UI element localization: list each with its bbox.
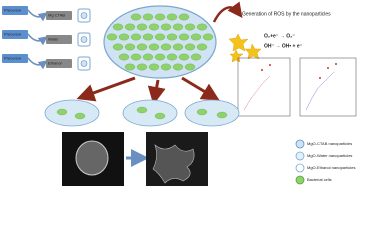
bacterial-cell bbox=[184, 63, 196, 71]
bacterial-cell bbox=[160, 43, 172, 51]
bacterial-cell bbox=[160, 63, 172, 71]
bacterial-cell bbox=[154, 53, 166, 61]
bacterial-cell bbox=[124, 63, 136, 71]
bacterial-cell bbox=[172, 63, 184, 71]
bacterial-cell bbox=[184, 23, 196, 31]
central-dish bbox=[103, 5, 217, 79]
bacterial-cell bbox=[184, 43, 196, 51]
bacterial-cell bbox=[130, 53, 142, 61]
small-dishes bbox=[44, 99, 240, 127]
bacterial-cell bbox=[166, 13, 178, 21]
bacterial-cell bbox=[136, 63, 148, 71]
bacterial-cell bbox=[112, 23, 124, 31]
precursor-label: Precursor bbox=[4, 8, 22, 13]
graphical-abstract: Precursor Mg CTAB Precursor Water Precursor E… bbox=[2, 1, 357, 186]
sem-cell bbox=[152, 144, 195, 184]
bacterial-cell bbox=[148, 63, 160, 71]
reaction: OH⁻ → OH• + e⁻ bbox=[264, 43, 303, 49]
solvent-box bbox=[46, 35, 72, 44]
legend-symbol bbox=[295, 175, 305, 185]
plots bbox=[237, 57, 357, 117]
bacterial-cell bbox=[124, 43, 136, 51]
bacterial-cell bbox=[202, 33, 214, 41]
bacterial-cell bbox=[112, 43, 124, 51]
legend-symbol bbox=[295, 151, 305, 161]
bacterial-cell bbox=[166, 33, 178, 41]
bacterial-cell bbox=[172, 23, 184, 31]
bacterial-cell bbox=[172, 43, 184, 51]
arrow bbox=[27, 57, 48, 70]
bacterial-cell bbox=[136, 23, 148, 31]
precursor-rows: Precursor Mg CTAB Precursor Water Precursor E… bbox=[2, 6, 91, 71]
particle bbox=[80, 60, 88, 67]
bacterial-cell bbox=[142, 53, 154, 61]
solvent-label: Mg CTAB bbox=[48, 13, 65, 18]
particle bbox=[80, 36, 88, 43]
ros-title: Generation of ROS by the nanoparticles bbox=[242, 11, 331, 17]
legend-label: MgO-Water nanoparticles bbox=[307, 153, 352, 158]
bacterial-cell bbox=[106, 33, 118, 41]
bacterial-cell bbox=[154, 13, 166, 21]
legend-label: MgO-Ethanol nanoparticles bbox=[307, 165, 355, 170]
solvent-label: Water bbox=[48, 37, 59, 42]
arrow bbox=[27, 9, 48, 22]
solvent-label: Ethanol bbox=[48, 61, 62, 66]
legend-label: MgO-CTAB nanoparticles bbox=[307, 141, 352, 146]
bacterial-cell bbox=[166, 53, 178, 61]
bacterial-cell bbox=[196, 23, 208, 31]
bacterial-cell bbox=[136, 43, 148, 51]
bacterial-cell bbox=[130, 33, 142, 41]
bacterial-cell bbox=[190, 53, 202, 61]
bacterial-cell bbox=[118, 53, 130, 61]
bacterial-cell bbox=[190, 33, 202, 41]
ros-arrow bbox=[212, 1, 243, 23]
bacterial-cell bbox=[124, 23, 136, 31]
precursor-label: Precursor bbox=[4, 56, 22, 61]
bacterial-cell bbox=[196, 43, 208, 51]
bacterial-cell bbox=[130, 13, 142, 21]
bacterial-cell bbox=[160, 23, 172, 31]
precursor-box bbox=[2, 30, 28, 39]
down-arrows bbox=[76, 76, 220, 105]
particle bbox=[80, 12, 88, 19]
legend-symbol bbox=[295, 139, 305, 149]
bacterial-cell bbox=[178, 13, 190, 21]
bacterial-cell bbox=[142, 33, 154, 41]
bacterial-cell bbox=[148, 43, 160, 51]
sem-cell bbox=[75, 140, 109, 176]
bacterial-cell bbox=[154, 33, 166, 41]
precursor-label: Precursor bbox=[4, 32, 22, 37]
bacterial-cell bbox=[118, 33, 130, 41]
reaction: O₂+e⁻ → O₂⁻ bbox=[264, 33, 295, 39]
arrow bbox=[27, 33, 48, 46]
bacterial-cell bbox=[178, 33, 190, 41]
precursor-box bbox=[2, 54, 28, 63]
legend-label: Bacterial cells bbox=[307, 177, 332, 182]
legend: MgO-CTAB nanoparticles MgO-Water nanopart… bbox=[295, 139, 355, 185]
bacterial-cell bbox=[142, 13, 154, 21]
ros-stars bbox=[228, 33, 262, 63]
precursor-box bbox=[2, 6, 28, 15]
solvent-box bbox=[46, 59, 72, 68]
legend-symbol bbox=[295, 163, 305, 173]
bacterial-cell bbox=[148, 23, 160, 31]
solvent-box bbox=[46, 11, 72, 20]
bacterial-cell bbox=[178, 53, 190, 61]
